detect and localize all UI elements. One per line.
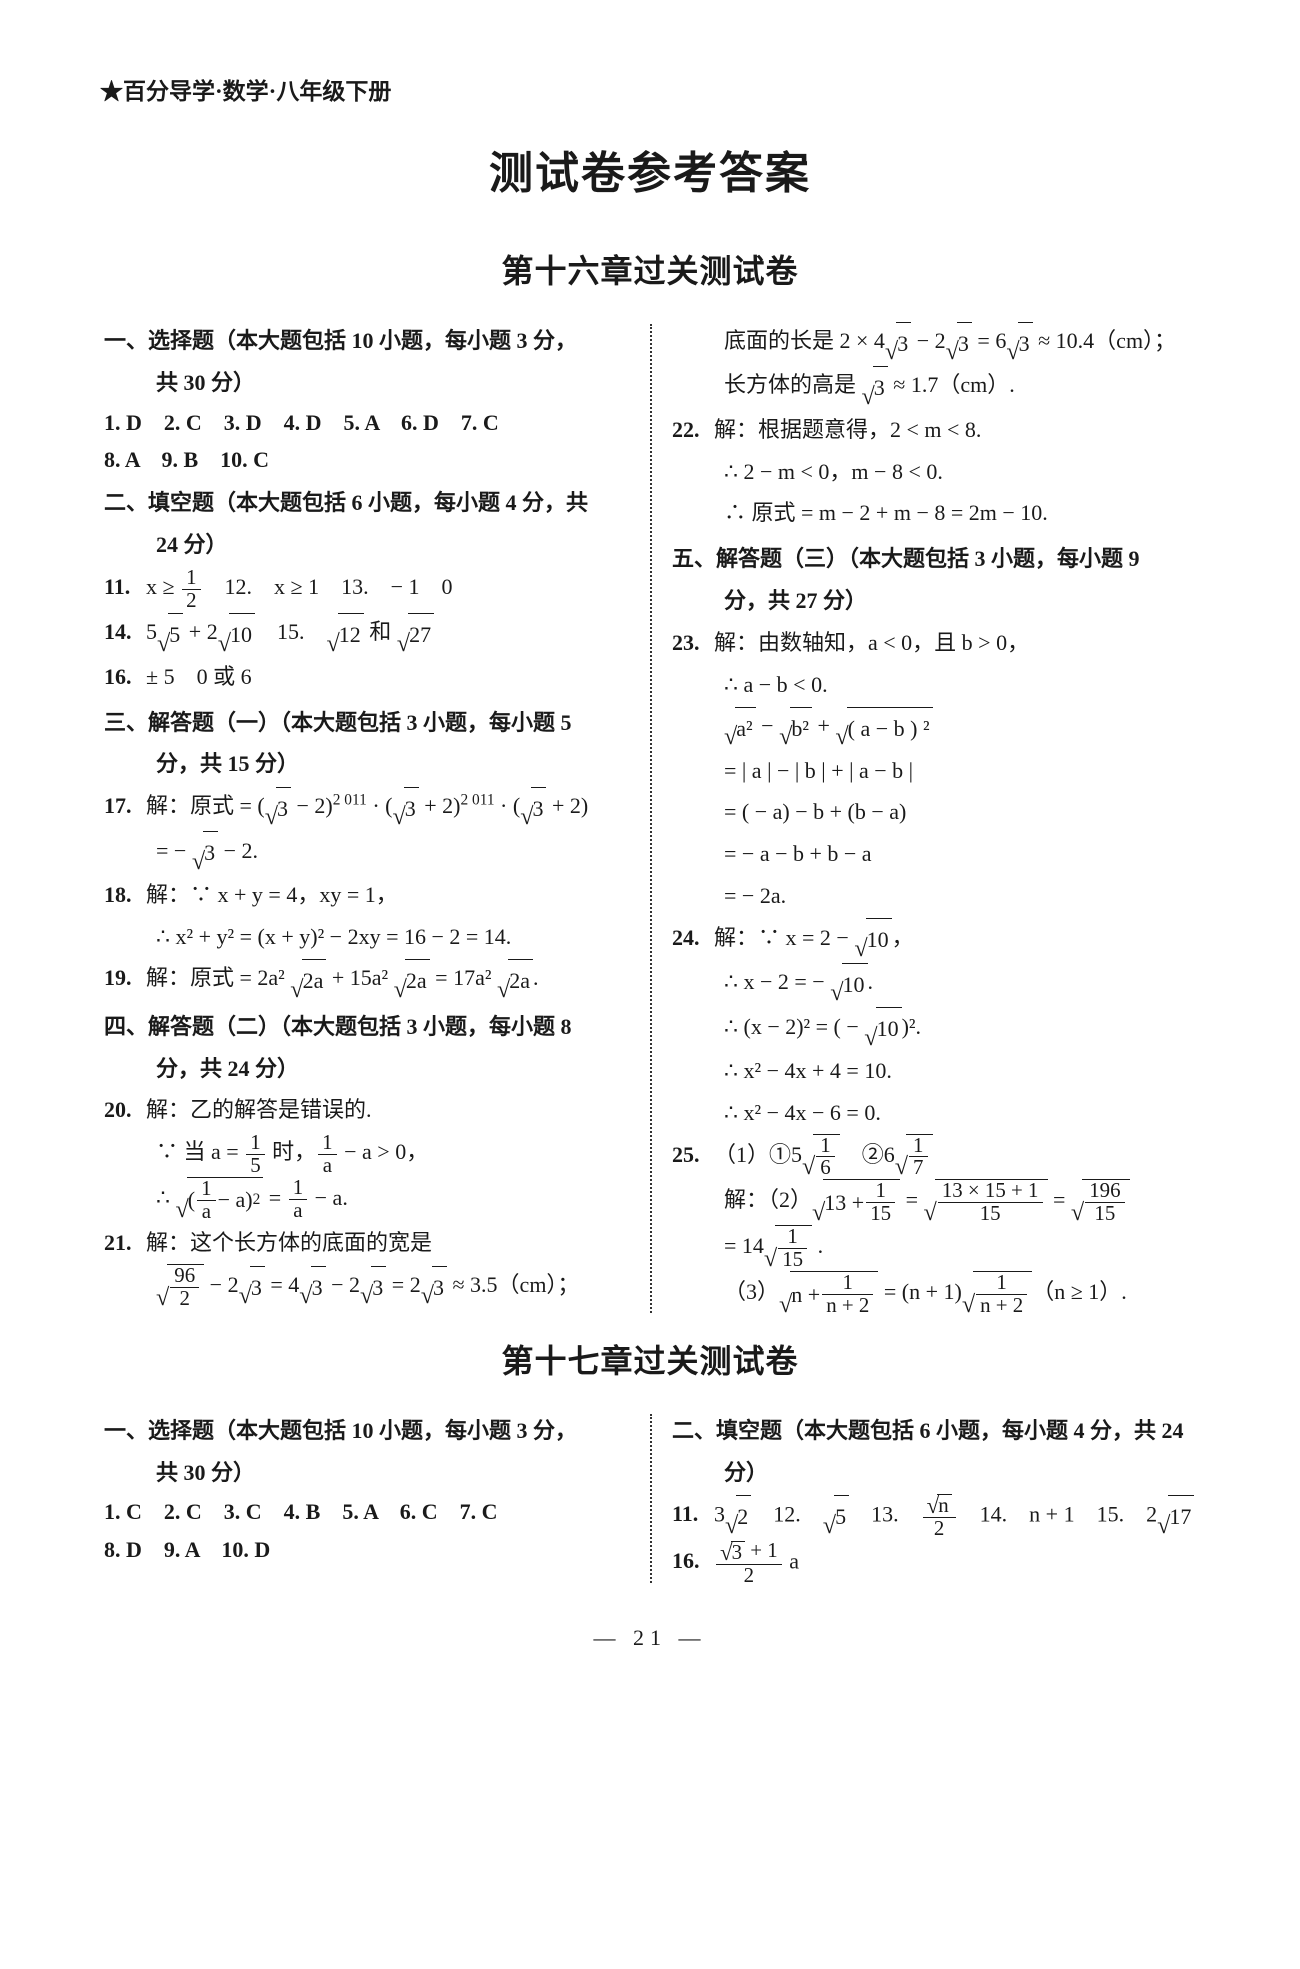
c16-s1-hdr: 一、选择题（本大题包括 10 小题，每小题 3 分， bbox=[104, 320, 628, 362]
c16-s5-hdr: 五、解答题（三）（本大题包括 3 小题，每小题 9 bbox=[672, 538, 1196, 580]
c16-s5-hdr-b: 分，共 27 分） bbox=[672, 580, 1196, 622]
c16-q16: 16.± 5 0 或 6 bbox=[104, 656, 628, 698]
c16-s1-ans-b: 8. A 9. B 10. C bbox=[104, 441, 628, 478]
c16-q20-2: ∵ 当 a = 15 时，1a − a > 0， bbox=[104, 1131, 628, 1176]
c17-q11: 11. 3√2 12. √5 13. √n2 14. n + 1 15. 2√1… bbox=[672, 1493, 1196, 1540]
c16-q18-2: ∴ x² + y² = (x + y)² − 2xy = 16 − 2 = 14… bbox=[104, 916, 628, 958]
c16-r21-1: 底面的长是 2 × 4√3 − 2√3 = 6√3 ≈ 10.4（cm）； bbox=[672, 320, 1196, 364]
c16-q24-4: ∴ x² − 4x + 4 = 10. bbox=[672, 1050, 1196, 1092]
c16-q24-2: ∴ x − 2 = − √10. bbox=[672, 961, 1196, 1005]
chapter17-title: 第十七章过关测试卷 bbox=[100, 1331, 1200, 1392]
c17-s1-ans-b: 8. D 9. A 10. D bbox=[104, 1531, 628, 1568]
chapter16-title: 第十六章过关测试卷 bbox=[100, 241, 1200, 302]
c17-right: 二、填空题（本大题包括 6 小题，每小题 4 分，共 24 分） 11. 3√2… bbox=[668, 1410, 1200, 1587]
c16-q14: 14. 5√5 + 2√10 15. √12 和 √27 bbox=[104, 611, 628, 655]
chapter17-body: 一、选择题（本大题包括 10 小题，每小题 3 分， 共 30 分） 1. C … bbox=[100, 1410, 1200, 1587]
c17-s2-hdr-b: 分） bbox=[672, 1452, 1196, 1494]
c16-q23-3: √a² − √b² + √( a − b ) ² bbox=[672, 705, 1196, 749]
c17-left: 一、选择题（本大题包括 10 小题，每小题 3 分， 共 30 分） 1. C … bbox=[100, 1410, 632, 1587]
c16-q22-3: ∴ 原式 = m − 2 + m − 8 = 2m − 10. bbox=[672, 492, 1196, 534]
c16-q25-4: （3）√n + 1n + 2 = (n + 1)√1n + 2（n ≥ 1）. bbox=[672, 1271, 1196, 1317]
c16-q21-2: √962 − 2√3 = 4√3 − 2√3 = 2√3 ≈ 3.5（cm）； bbox=[104, 1264, 628, 1310]
c16-q22-2: ∴ 2 − m < 0，m − 8 < 0. bbox=[672, 451, 1196, 493]
c16-q17: 17. 解：原式 = (√3 − 2)2 011 · (√3 + 2)2 011… bbox=[104, 785, 628, 829]
c16-q24-5: ∴ x² − 4x − 6 = 0. bbox=[672, 1092, 1196, 1134]
c16-q20: 20.解：乙的解答是错误的. bbox=[104, 1089, 628, 1131]
c16-q25-2: 解：（2）√13 + 115 = √13 × 15 + 115 = √19615 bbox=[672, 1179, 1196, 1225]
c16-s1-ans-a: 1. D 2. C 3. D 4. D 5. A 6. D 7. C bbox=[104, 404, 628, 441]
c16-q18: 18.解：∵ x + y = 4，xy = 1， bbox=[104, 874, 628, 916]
c16-q17-2: = − √3 − 2. bbox=[104, 830, 628, 874]
c16-s2-hdr: 二、填空题（本大题包括 6 小题，每小题 4 分，共 bbox=[104, 482, 628, 524]
c16-s1-hdr-b: 共 30 分） bbox=[104, 362, 628, 404]
c16-left: 一、选择题（本大题包括 10 小题，每小题 3 分， 共 30 分） 1. D … bbox=[100, 320, 632, 1317]
c17-s1-ans-a: 1. C 2. C 3. C 4. B 5. A 6. C 7. C bbox=[104, 1493, 628, 1530]
page-number: — 21 — bbox=[100, 1617, 1200, 1659]
c16-q23-7: = − 2a. bbox=[672, 875, 1196, 917]
c16-q19: 19. 解：原式 = 2a² √2a + 15a² √2a = 17a² √2a… bbox=[104, 957, 628, 1001]
c17-s2-hdr: 二、填空题（本大题包括 6 小题，每小题 4 分，共 24 bbox=[672, 1410, 1196, 1452]
c16-q25-3: = 14√115 . bbox=[672, 1225, 1196, 1271]
c16-q25-1: 25. （1）①5√16 ②6√17 bbox=[672, 1134, 1196, 1180]
c16-s3-hdr-b: 分，共 15 分） bbox=[104, 743, 628, 785]
c16-r21-2: 长方体的高是 √3 ≈ 1.7（cm）. bbox=[672, 364, 1196, 408]
c16-q23-4: = | a | − | b | + | a − b | bbox=[672, 750, 1196, 792]
c16-q23-5: = ( − a) − b + (b − a) bbox=[672, 791, 1196, 833]
c16-q23-2: ∴ a − b < 0. bbox=[672, 664, 1196, 706]
main-title: 测试卷参考答案 bbox=[100, 132, 1200, 216]
chapter16-body: 一、选择题（本大题包括 10 小题，每小题 3 分， 共 30 分） 1. D … bbox=[100, 320, 1200, 1317]
c16-q22: 22.解：根据题意得，2 < m < 8. bbox=[672, 409, 1196, 451]
c16-q24-3: ∴ (x − 2)² = ( − √10)². bbox=[672, 1006, 1196, 1050]
c16-q23-6: = − a − b + b − a bbox=[672, 833, 1196, 875]
c16-q11: 11. x ≥ 12 12. x ≥ 1 13. − 1 0 bbox=[104, 566, 628, 611]
c16-s4-hdr: 四、解答题（二）（本大题包括 3 小题，每小题 8 bbox=[104, 1006, 628, 1048]
c16-q21: 21.解：这个长方体的底面的宽是 bbox=[104, 1222, 628, 1264]
c16-s4-hdr-b: 分，共 24 分） bbox=[104, 1048, 628, 1090]
c17-s1-hdr-b: 共 30 分） bbox=[104, 1452, 628, 1494]
c16-q23: 23.解：由数轴知，a < 0，且 b > 0， bbox=[672, 622, 1196, 664]
c16-right: 底面的长是 2 × 4√3 − 2√3 = 6√3 ≈ 10.4（cm）； 长方… bbox=[668, 320, 1200, 1317]
c16-s2-hdr-b: 24 分） bbox=[104, 524, 628, 566]
c16-s3-hdr: 三、解答题（一）（本大题包括 3 小题，每小题 5 bbox=[104, 702, 628, 744]
c17-q16: 16. √3 + 12 a bbox=[672, 1540, 1196, 1587]
c16-q20-3: ∴ √(1a − a)2 = 1a − a. bbox=[104, 1177, 628, 1223]
c16-q24: 24. 解：∵ x = 2 − √10， bbox=[672, 917, 1196, 961]
c17-s1-hdr: 一、选择题（本大题包括 10 小题，每小题 3 分， bbox=[104, 1410, 628, 1452]
series-header: ★百分导学·数学·八年级下册 bbox=[100, 70, 1200, 114]
